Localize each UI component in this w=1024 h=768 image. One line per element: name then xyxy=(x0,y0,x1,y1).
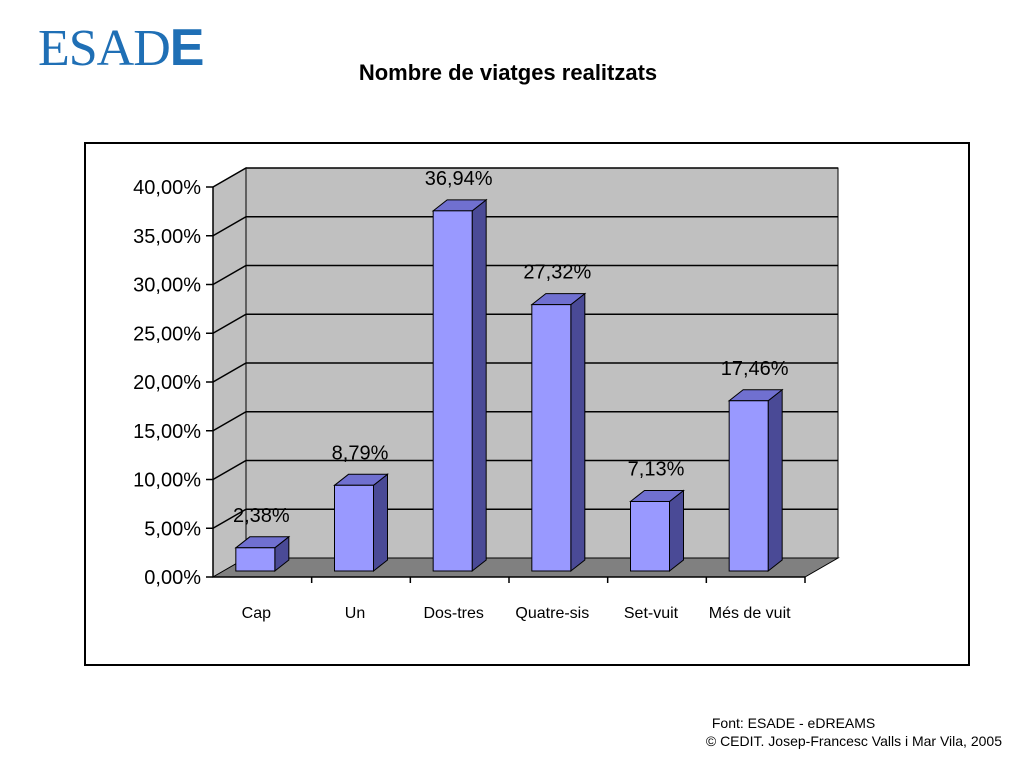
bar xyxy=(432,210,473,572)
gridline xyxy=(212,459,838,481)
x-tick-label: Més de vuit xyxy=(709,605,791,622)
data-label: 7,13% xyxy=(628,458,685,480)
data-label: 2,38% xyxy=(233,505,290,527)
footer-copyright: © CEDIT. Josep-Francesc Valls i Mar Vila… xyxy=(705,733,1002,749)
esade-logo: ESADE xyxy=(38,22,204,75)
bar xyxy=(334,484,374,572)
bar xyxy=(235,547,276,572)
y-tick-label: 25,00% xyxy=(133,323,201,345)
bar-side xyxy=(373,473,388,573)
data-label: 17,46% xyxy=(721,358,789,380)
y-tick-label: 30,00% xyxy=(133,275,201,297)
chart-frame: 0,00% 5,00% 10,00% 15,00% 20,00% 25,00% 30,00%… xyxy=(84,142,970,666)
gridline xyxy=(212,411,838,432)
gridline xyxy=(212,264,838,286)
x-tick-label: Dos-tres xyxy=(423,605,483,622)
y-tick-label: 10,00% xyxy=(133,470,201,492)
y-tick-label: 15,00% xyxy=(133,421,201,443)
chart-title: Nombre de viatges realitzats xyxy=(358,60,658,85)
bar xyxy=(728,400,769,572)
data-label: 36,94% xyxy=(425,168,493,190)
bar-side xyxy=(669,489,684,573)
data-label: 27,32% xyxy=(523,262,591,284)
gridline xyxy=(212,313,838,334)
y-tick-label: 35,00% xyxy=(133,226,201,248)
y-tick-label: 5,00% xyxy=(144,518,201,540)
gridline xyxy=(212,362,838,383)
y-tick-label: 0,00% xyxy=(144,567,201,589)
bar-side xyxy=(570,292,586,573)
y-tick-label: 20,00% xyxy=(133,372,201,394)
x-tick-label: Cap xyxy=(242,605,271,622)
data-label: 8,79% xyxy=(332,442,389,464)
gridline xyxy=(212,167,838,188)
x-tick-label: Quatre-sis xyxy=(515,605,589,622)
footer: Font: ESADE - eDREAMS © CEDIT. Josep-Fra… xyxy=(706,714,1002,750)
bar-side xyxy=(471,198,487,573)
logo-text-last: E xyxy=(169,19,205,77)
bar-chart: 0,00% 5,00% 10,00% 15,00% 20,00% 25,00% 30,00%… xyxy=(133,167,840,622)
bar-side xyxy=(767,388,783,573)
y-tick-label: 40,00% xyxy=(133,177,201,199)
logo-text: ESAD xyxy=(38,20,171,77)
gridline xyxy=(212,216,838,237)
footer-source: Font: ESADE - eDREAMS xyxy=(711,715,876,731)
bar xyxy=(531,304,572,572)
x-tick-label: Set-vuit xyxy=(624,605,679,622)
x-tick-label: Un xyxy=(345,605,365,622)
bar xyxy=(630,500,670,572)
